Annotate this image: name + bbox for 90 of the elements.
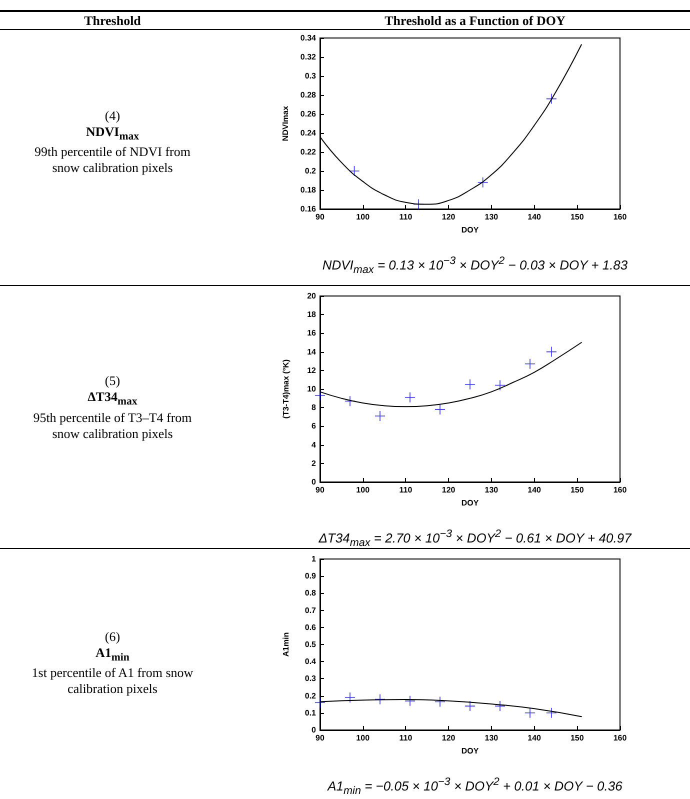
y-tick-label: 6 bbox=[312, 422, 317, 431]
x-tick-label: 150 bbox=[570, 212, 584, 222]
point bbox=[495, 701, 505, 712]
x-axis-title: DOY bbox=[461, 225, 480, 234]
x-tick-label: 150 bbox=[570, 486, 584, 494]
x-tick-label: 110 bbox=[399, 486, 413, 494]
y-tick-label: 0.8 bbox=[304, 588, 317, 598]
x-tick-label: 140 bbox=[528, 734, 542, 742]
x-tick-label: 130 bbox=[484, 486, 499, 494]
x-tick-label: 140 bbox=[528, 212, 542, 222]
y-tick-label: 0 bbox=[312, 478, 317, 486]
y-tick-label: 8 bbox=[312, 403, 317, 412]
y-tick-label: 0 bbox=[312, 726, 317, 734]
y-tick-label: 18 bbox=[307, 310, 317, 320]
y-tick-label: 14 bbox=[307, 347, 317, 356]
x-tick-label: 140 bbox=[528, 486, 542, 494]
x-axis-title: DOY bbox=[461, 746, 480, 756]
y-tick-label: 0.34 bbox=[300, 34, 317, 42]
y-tick-label: 0.24 bbox=[300, 128, 317, 138]
text: A1$_{min}$ bbox=[94, 644, 130, 666]
y-tick-label: 0.32 bbox=[300, 52, 317, 62]
x-tick-label: 100 bbox=[356, 212, 370, 222]
text: (5) bbox=[104, 373, 122, 389]
text: 99th percentile of NDVI from snow calibration pixels bbox=[34, 144, 192, 176]
x-tick-label: 120 bbox=[442, 734, 456, 742]
y-axis-title: NDVImax bbox=[281, 105, 290, 142]
x-tick-label: 160 bbox=[613, 734, 628, 742]
x-tick-label: 90 bbox=[316, 486, 325, 494]
point bbox=[405, 392, 415, 402]
point bbox=[525, 708, 535, 718]
x-tick-label: 100 bbox=[356, 734, 370, 742]
x-tick-label: 150 bbox=[570, 734, 584, 742]
text: Threshold as a Function of DOY bbox=[384, 13, 566, 29]
x-tick-label: 130 bbox=[484, 212, 499, 222]
point bbox=[405, 696, 415, 706]
text: (4) bbox=[104, 108, 122, 124]
text: ΔT34$_{max}$ bbox=[86, 389, 138, 410]
text: Threshold bbox=[83, 13, 142, 29]
y-tick-label: 0.28 bbox=[300, 90, 317, 100]
y-tick-label: 0.6 bbox=[304, 622, 317, 632]
y-tick-label: 4 bbox=[312, 440, 317, 450]
y-tick-label: 0.9 bbox=[304, 572, 317, 581]
y-tick-label: 10 bbox=[307, 384, 317, 394]
y-tick-label: 0.22 bbox=[300, 148, 317, 156]
x-tick-label: 90 bbox=[316, 734, 325, 742]
y-tick-label: 0.2 bbox=[304, 166, 317, 176]
y-tick-label: 0.16 bbox=[300, 204, 317, 214]
y-tick-label: 0.18 bbox=[300, 186, 317, 194]
y-axis-title: A1min bbox=[282, 632, 290, 657]
point bbox=[375, 410, 385, 421]
text: 1st percentile of A1 from snow calibration pixels bbox=[30, 665, 194, 698]
y-tick-label: 0.5 bbox=[304, 640, 317, 649]
y-tick-label: 20 bbox=[307, 292, 317, 300]
point bbox=[345, 692, 355, 703]
x-tick-label: 100 bbox=[356, 486, 370, 494]
point bbox=[465, 701, 475, 712]
y-tick-label: 0.4 bbox=[304, 657, 317, 666]
text: NDVI$_{max}$ bbox=[84, 124, 140, 144]
x-tick-label: 110 bbox=[399, 212, 413, 222]
point bbox=[315, 698, 325, 708]
x-tick-label: 160 bbox=[613, 212, 628, 222]
text: (6) bbox=[104, 628, 122, 644]
x-axis-title: DOY bbox=[461, 498, 480, 508]
y-tick-label: 0.26 bbox=[300, 110, 317, 118]
point bbox=[315, 390, 325, 401]
y-tick-label: 12 bbox=[307, 366, 317, 375]
x-tick-label: 120 bbox=[442, 486, 456, 494]
x-tick-label: 90 bbox=[316, 212, 325, 222]
y-tick-label: 2 bbox=[312, 458, 317, 468]
point bbox=[435, 404, 445, 414]
x-tick-label: 130 bbox=[484, 734, 499, 742]
text: A1$_{min}$ = −0.05 × 10$^{−3}$ × DOY$^{2}$ + 0.01 × DOY − 0.36 bbox=[326, 776, 624, 797]
y-tick-label: 16 bbox=[307, 328, 317, 338]
text: NDVI$_{max}$ = 0.13 × 10$^{−3}$ × DOY$^{2}$ − 0.03 × DOY + 1.83 bbox=[321, 255, 629, 276]
point bbox=[525, 358, 535, 369]
point bbox=[465, 379, 475, 390]
y-tick-label: 1 bbox=[312, 554, 317, 564]
y-axis-title: (T3-T4)max (°K) bbox=[282, 359, 290, 419]
x-tick-label: 110 bbox=[399, 734, 413, 742]
y-tick-label: 0.1 bbox=[304, 708, 317, 718]
text: ΔT34$_{max}$ = 2.70 × 10$^{−3}$ × DOY$^{2}$ − 0.61 × DOY + 40.97 bbox=[318, 528, 633, 549]
y-tick-label: 0.3 bbox=[304, 72, 317, 80]
x-tick-label: 160 bbox=[613, 486, 628, 494]
y-tick-label: 0.3 bbox=[304, 674, 317, 684]
text: 95th percentile of T3–T4 from snow calibration pixels bbox=[32, 410, 193, 442]
point bbox=[546, 708, 556, 718]
point bbox=[546, 346, 556, 357]
y-tick-label: 0.7 bbox=[304, 606, 317, 615]
y-tick-label: 0.2 bbox=[304, 691, 317, 700]
x-tick-label: 120 bbox=[442, 212, 456, 222]
